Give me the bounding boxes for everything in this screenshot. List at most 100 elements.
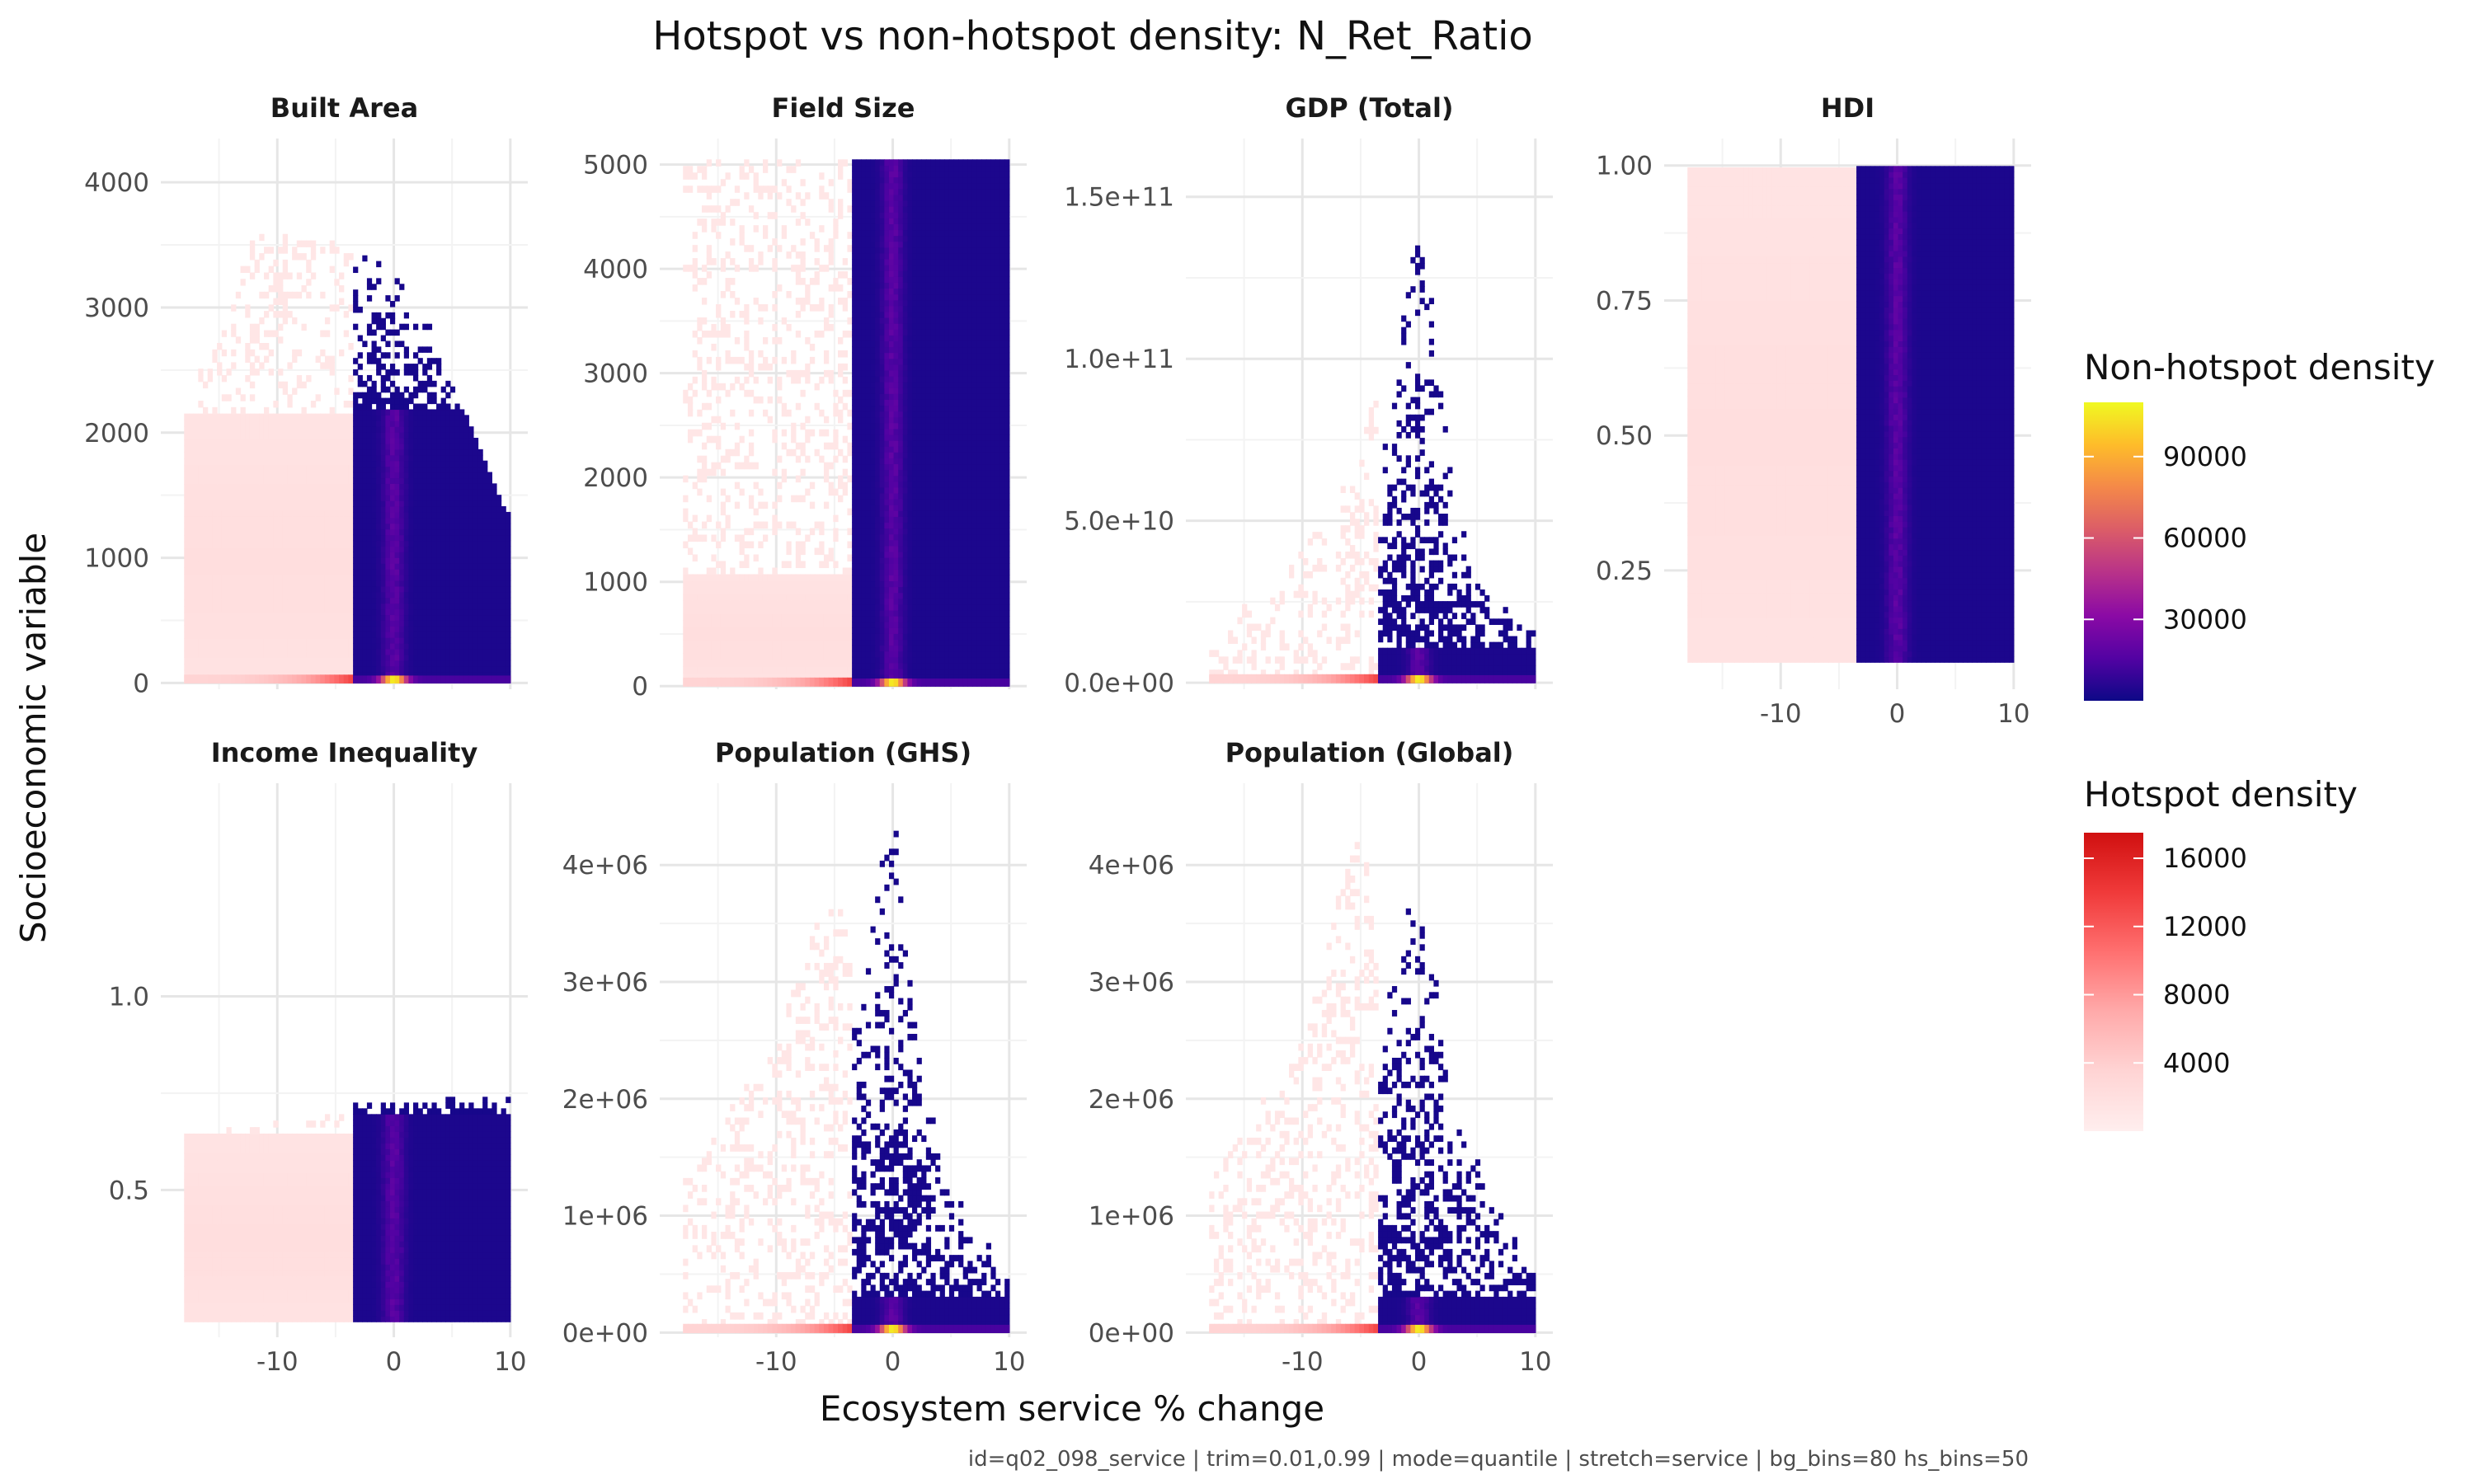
hotspot-cell [501,591,506,599]
hotspot-cell [389,454,396,462]
hotspot-cell [454,626,460,632]
non-hotspot-cell [348,644,354,652]
hotspot-cell [506,534,511,542]
hotspot-cell [389,380,396,387]
hotspot-cell [362,483,368,490]
non-hotspot-cell [692,554,698,562]
non-hotspot-cell [320,561,326,568]
non-hotspot-cell [720,212,727,219]
hotspot-cell [353,460,359,467]
non-hotspot-cell [188,644,195,652]
non-hotspot-cell [235,612,242,620]
hotspot-cell [426,665,433,673]
non-hotspot-cell [758,600,764,608]
non-hotspot-cell [334,432,340,440]
non-hotspot-cell [282,664,289,671]
non-hotspot-cell [828,323,834,331]
non-hotspot-cell [249,618,256,626]
non-hotspot-cell [692,574,698,582]
hotspot-cell [417,517,423,524]
hotspot-cell [449,591,456,599]
non-hotspot-cell [306,535,312,542]
non-hotspot-cell [772,521,778,529]
hotspot-cell [413,517,419,524]
non-hotspot-cell [329,644,335,652]
non-hotspot-cell [315,586,321,594]
non-hotspot-cell [348,669,354,678]
non-hotspot-cell [687,435,694,444]
non-hotspot-cell [263,535,270,542]
non-hotspot-cell [249,336,256,344]
hotspot-cell [366,569,373,575]
hotspot-cell [856,486,862,494]
hotspot-cell [403,575,410,581]
hotspot-cell [449,642,456,650]
hotspot-cell [431,420,437,427]
hotspot-cell [422,575,428,581]
non-hotspot-cell [263,574,270,581]
hotspot-cell [417,632,423,638]
non-hotspot-cell [767,396,773,404]
hotspot-cell [426,642,433,650]
non-hotspot-cell [800,468,806,477]
non-hotspot-cell [235,586,242,594]
hotspot-cell [856,182,862,190]
non-hotspot-cell [231,452,237,459]
non-hotspot-cell [212,464,218,472]
non-hotspot-cell [259,567,265,575]
hotspot-cell [861,522,867,529]
non-hotspot-cell [221,593,228,600]
non-hotspot-cell [767,607,773,614]
non-hotspot-cell [687,409,694,417]
hotspot-cell [426,517,433,524]
hotspot-cell [496,614,502,621]
non-hotspot-cell [254,586,260,594]
non-hotspot-cell [847,205,853,213]
hotspot-cell [459,409,465,416]
hotspot-cell [389,477,396,484]
non-hotspot-cell [744,245,750,252]
hotspot-cell [417,665,423,673]
non-hotspot-cell [329,632,335,639]
non-hotspot-cell [301,644,307,652]
non-hotspot-cell [306,599,312,607]
non-hotspot-cell [343,561,350,568]
hotspot-cell [852,358,858,365]
hotspot-cell [454,557,460,564]
non-hotspot-cell [273,548,279,556]
non-hotspot-cell [273,554,279,562]
hotspot-cell [449,614,456,621]
hotspot-cell [385,563,391,570]
non-hotspot-baseline-cell [739,677,745,687]
non-hotspot-cell [217,586,223,594]
hotspot-cell [506,546,511,552]
non-hotspot-cell [828,376,834,384]
non-hotspot-cell [819,561,825,569]
non-hotspot-cell [339,664,345,671]
hotspot-cell [403,534,410,542]
hotspot-cell [482,517,488,524]
hotspot-cell [468,426,474,433]
non-hotspot-cell [683,265,689,272]
non-hotspot-cell [198,522,204,530]
non-hotspot-cell [235,574,242,581]
non-hotspot-baseline-cell [720,677,727,687]
hotspot-cell [463,575,469,581]
non-hotspot-cell [217,650,223,658]
hotspot-cell [852,475,858,482]
non-hotspot-cell [800,448,806,457]
non-hotspot-cell [324,516,331,524]
non-hotspot-baseline-cell [198,674,204,684]
non-hotspot-cell [777,620,783,627]
hotspot-cell [852,165,858,172]
non-hotspot-cell [706,646,712,654]
hotspot-cell [852,317,858,324]
non-hotspot-cell [805,376,811,384]
non-hotspot-cell [730,278,736,285]
non-hotspot-cell [777,481,783,490]
non-hotspot-cell [306,464,312,472]
hotspot-cell [371,460,377,467]
non-hotspot-cell [758,396,764,404]
hotspot-cell [861,452,867,458]
hotspot-cell [449,415,456,421]
